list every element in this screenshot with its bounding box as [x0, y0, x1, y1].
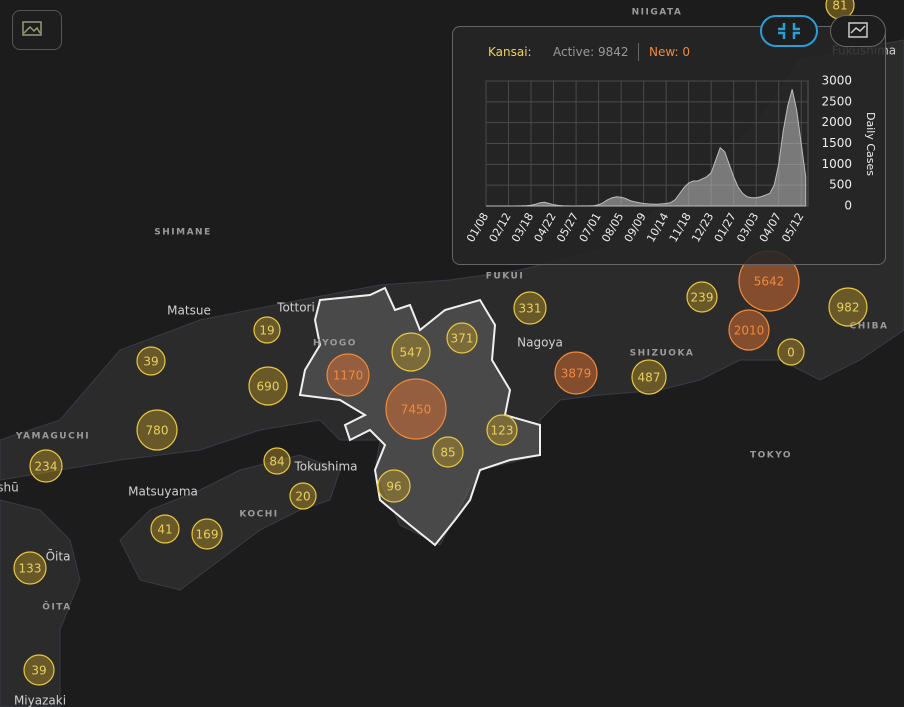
- cluster-bubble: [446, 322, 478, 354]
- cluster-count: 39: [143, 355, 158, 369]
- kansai-region[interactable]: [298, 286, 541, 547]
- divider: [638, 43, 639, 61]
- cluster-count: 85: [440, 446, 455, 460]
- cluster-count: 19: [259, 324, 274, 338]
- chart-panel: Kansai: Active: 9842 New: 0: [452, 26, 886, 265]
- cluster-bubble: [631, 359, 667, 395]
- cluster-bubble: [191, 518, 223, 550]
- cluster-count: 123: [491, 424, 514, 438]
- prefecture-label: ŌITA: [42, 602, 71, 613]
- city-label: Matsuyama: [128, 485, 198, 499]
- cluster-count: 331: [519, 302, 542, 316]
- cluster-count: 2010: [734, 324, 765, 338]
- cluster-bubble: [263, 447, 291, 475]
- cluster-bubble: [554, 351, 598, 395]
- active-count: Active: 9842: [553, 45, 629, 59]
- prefecture-label: CHIBA: [850, 322, 889, 332]
- collapse-button[interactable]: [760, 15, 818, 47]
- prefecture-label: TOKYO: [750, 451, 792, 461]
- prefecture-label: SHIZUOKA: [630, 349, 695, 359]
- cluster-bubble: [377, 469, 411, 503]
- cluster-bubble: [248, 366, 288, 406]
- cluster-count: 487: [638, 371, 661, 385]
- cluster-count: 133: [19, 562, 42, 576]
- cluster-count: 690: [257, 380, 280, 394]
- cluster-count: 20: [295, 490, 310, 504]
- cluster-count: 982: [837, 301, 860, 315]
- prefecture-label: YAMAGUCHI: [15, 432, 90, 442]
- prefecture-label: SHIMANE: [154, 228, 211, 238]
- image-icon: [22, 21, 42, 36]
- cluster-bubble: [828, 287, 868, 327]
- prefecture-label: KOCHI: [239, 510, 278, 520]
- new-count: New: 0: [649, 45, 691, 59]
- cluster-count: 169: [196, 528, 219, 542]
- cluster-count: 81: [832, 0, 847, 13]
- cluster-count: 780: [146, 424, 169, 438]
- cluster-bubble: [391, 332, 431, 372]
- cluster-bubble: [23, 654, 55, 686]
- cluster-bubble: [777, 338, 805, 366]
- cluster-count: 239: [691, 291, 714, 305]
- prefecture-label: HYOGO: [313, 339, 357, 349]
- cluster-bubble: [385, 378, 447, 440]
- prefecture-label: FUKUI: [486, 272, 524, 282]
- city-label: Tottori: [276, 301, 315, 315]
- chart-icon: [848, 22, 868, 38]
- cluster-count: 0: [787, 346, 795, 360]
- cluster-count: 96: [386, 480, 401, 494]
- chart-button[interactable]: [830, 15, 886, 47]
- cluster-count: 7450: [401, 403, 432, 417]
- kyushu: [0, 499, 81, 707]
- cluster-count: 234: [35, 460, 58, 474]
- city-label: shū: [0, 481, 19, 495]
- prefecture-label: NIIGATA: [632, 8, 683, 18]
- cluster-count: 547: [400, 346, 423, 360]
- cluster-count: 84: [269, 455, 284, 469]
- city-label: Matsue: [167, 304, 211, 318]
- cluster-bubble: [432, 436, 464, 468]
- cluster-bubble: [289, 482, 317, 510]
- cluster-count: 1170: [333, 369, 364, 383]
- city-label: Miyazaki: [14, 694, 66, 707]
- city-label: Tokushima: [293, 460, 357, 474]
- collapse-icon: [778, 23, 800, 39]
- cluster-bubble: [253, 316, 281, 344]
- image-button[interactable]: [12, 10, 62, 50]
- cluster-count: 41: [157, 523, 172, 537]
- cluster-bubble: [686, 281, 718, 313]
- cluster-bubble: [486, 414, 518, 446]
- honshu: [0, 39, 904, 546]
- region-name: Kansai:: [488, 45, 532, 59]
- cluster-bubble: [728, 309, 770, 351]
- cluster-count: 5642: [754, 275, 785, 289]
- cluster-bubble: [326, 353, 370, 397]
- cluster-bubble: [13, 551, 47, 585]
- place-labels: NIIGATAFukushimaSHIMANEMatsueTottoriHYOG…: [0, 8, 896, 707]
- land: [0, 39, 904, 707]
- cluster-count: 371: [451, 332, 474, 346]
- cluster-bubble: [150, 514, 180, 544]
- city-label: Nagoya: [517, 336, 563, 350]
- city-label: Ōita: [46, 550, 71, 564]
- cluster-bubble: [29, 449, 63, 483]
- shikoku: [119, 454, 341, 591]
- cluster-count: 3879: [561, 367, 592, 381]
- cluster-bubble: [136, 346, 166, 376]
- cluster-count: 39: [31, 664, 46, 678]
- cluster-bubble: [513, 291, 547, 325]
- case-clusters: 81 5642 239 982 2010 0 331 371 547 19 39 1170 690 745…: [13, 0, 868, 686]
- cluster-bubble: [136, 409, 178, 451]
